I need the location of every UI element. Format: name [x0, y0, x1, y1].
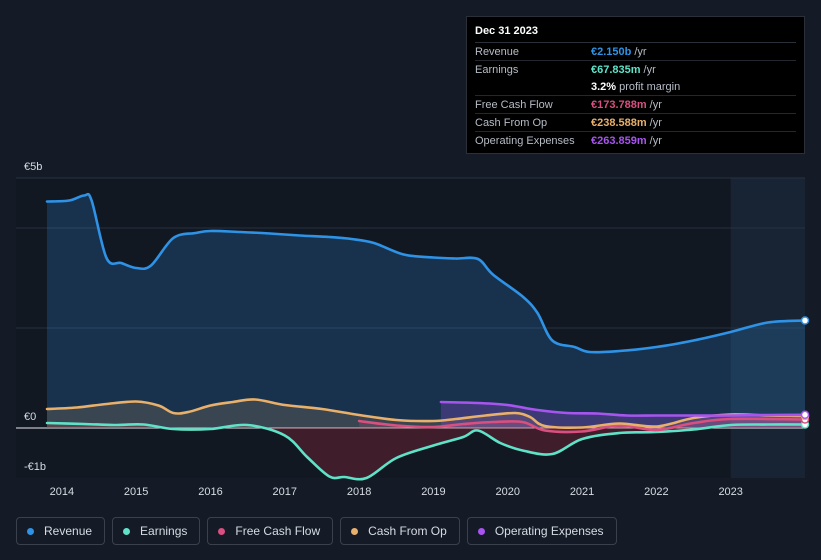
legend-item-operating-expenses[interactable]: Operating Expenses [466, 517, 617, 545]
area-revenue [47, 194, 805, 428]
y-tick-label: €5b [24, 161, 42, 173]
tooltip-unit: /yr [634, 45, 647, 58]
tooltip-row-revenue: Revenue €2.150b /yr [475, 43, 796, 61]
legend-dot-icon [123, 527, 131, 535]
x-tick-label: 2020 [496, 486, 520, 498]
legend-dot-icon [218, 527, 226, 535]
tooltip-value: €238.588m [591, 116, 647, 129]
area-earnings [47, 423, 805, 480]
y-tick-label: €0 [24, 411, 36, 423]
tooltip-label: Revenue [475, 45, 520, 58]
x-tick-label: 2019 [421, 486, 445, 498]
x-tick-label: 2017 [273, 486, 297, 498]
legend: Revenue Earnings Free Cash Flow Cash Fro… [16, 517, 624, 545]
line-operating-expenses [439, 400, 807, 417]
tooltip-row-fcf: Free Cash Flow €173.788m /yr [475, 96, 796, 114]
legend-label: Operating Expenses [494, 524, 604, 538]
x-tick-label: 2014 [50, 486, 74, 498]
tooltip-row-margin: 3.2% profit margin [475, 78, 796, 96]
tooltip-unit: /yr [643, 63, 656, 76]
tooltip-value: €263.859m [591, 134, 647, 147]
tooltip-panel: Dec 31 2023 Revenue €2.150b /yr Earnings… [466, 16, 805, 154]
tooltip-unit: profit margin [619, 80, 681, 93]
endpoint-revenue [800, 316, 810, 325]
x-tick-label: 2022 [644, 486, 668, 498]
tooltip-value: €173.788m [591, 98, 647, 111]
legend-label: Free Cash Flow [235, 524, 321, 538]
line-cash-from-op [45, 398, 807, 429]
tooltip-row-cfo: Cash From Op €238.588m /yr [475, 114, 796, 132]
legend-item-cash-from-op[interactable]: Cash From Op [340, 517, 460, 545]
tooltip-label: Operating Expenses [475, 134, 575, 147]
legend-label: Cash From Op [368, 524, 447, 538]
area-cash-from-op [47, 399, 805, 428]
area-operating-expenses [440, 402, 805, 428]
tooltip-row-earnings: Earnings €67.835m /yr [475, 61, 796, 78]
legend-item-revenue[interactable]: Revenue [16, 517, 106, 545]
line-revenue [45, 192, 807, 354]
x-tick-label: 2018 [347, 486, 371, 498]
tooltip-value: 3.2% [591, 80, 617, 93]
legend-dot-icon [477, 527, 485, 535]
legend-dot-icon [27, 527, 34, 535]
x-tick-label: 2021 [570, 486, 594, 498]
y-tick-label: -€1b [24, 461, 46, 473]
tooltip-date: Dec 31 2023 [475, 24, 796, 43]
legend-dot-icon [351, 527, 359, 535]
tooltip-unit: /yr [649, 116, 662, 129]
tooltip-unit: /yr [649, 98, 662, 111]
endpoint-operating-expenses [800, 410, 810, 420]
line-free-cash-flow [357, 417, 807, 434]
tooltip-label: Earnings [475, 63, 519, 76]
legend-item-earnings[interactable]: Earnings [112, 517, 201, 545]
legend-item-free-cash-flow[interactable]: Free Cash Flow [207, 517, 334, 545]
x-tick-label: 2023 [718, 486, 742, 498]
legend-label: Earnings [140, 524, 188, 538]
tooltip-label: Free Cash Flow [475, 98, 553, 111]
tooltip-unit: /yr [649, 134, 662, 147]
x-tick-label: 2016 [198, 486, 222, 498]
tooltip-value: €2.150b [591, 45, 632, 58]
legend-label: Revenue [44, 524, 93, 538]
tooltip-value: €67.835m [591, 63, 641, 76]
tooltip-row-opex: Operating Expenses €263.859m /yr [475, 132, 796, 149]
line-earnings [45, 421, 807, 481]
x-tick-label: 2015 [124, 486, 148, 498]
tooltip-label: Cash From Op [475, 116, 548, 129]
